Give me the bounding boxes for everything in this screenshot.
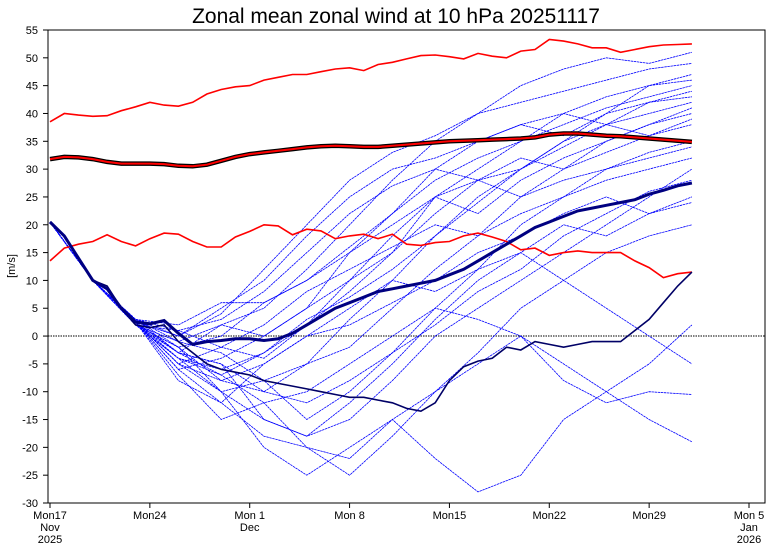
x-tick-label: Nov	[40, 522, 60, 534]
series-outline	[49, 131, 693, 169]
series-line	[49, 223, 692, 279]
ensemble-member-line	[49, 85, 693, 370]
ensemble-member-line	[49, 221, 692, 404]
x-tick-label: 2026	[737, 534, 761, 546]
y-axis: -30 -25 -20 -15 -10 -5 0 5 10 15 20 25 30 35 40 45 50 55	[22, 25, 48, 510]
ensemble-member-line	[49, 90, 693, 337]
y-tick-label: 35	[26, 136, 38, 148]
y-tick-label: -30	[22, 498, 38, 510]
x-tick-label: Mon22	[532, 510, 566, 522]
ensemble-member-line	[49, 202, 693, 437]
series-line	[49, 221, 693, 413]
ensemble-member-line	[49, 179, 693, 404]
x-tick-label: Mon17	[33, 510, 67, 522]
ensemble-member-line	[49, 221, 693, 382]
series-line	[48, 181, 693, 347]
plot-area	[48, 38, 765, 493]
ensemble-member-line	[49, 168, 693, 437]
x-tick-label: Mon 8	[334, 510, 365, 522]
y-tick-label: 0	[32, 331, 38, 343]
y-tick-label: 45	[26, 81, 38, 93]
ensemble-member-line	[49, 196, 693, 404]
x-tick-label: Mon 5	[734, 510, 765, 522]
x-tick-label: Mon24	[133, 510, 167, 522]
y-tick-label: 20	[26, 220, 38, 232]
ensemble-member-line	[49, 221, 693, 493]
ensemble-member-line	[49, 79, 692, 343]
y-tick-label: -20	[22, 442, 38, 454]
y-tick-label: 50	[26, 53, 38, 65]
ensemble-member-line	[49, 107, 693, 359]
y-tick-label: 25	[26, 192, 38, 204]
y-tick-label: 5	[32, 303, 38, 315]
y-tick-label: -5	[28, 359, 38, 371]
ensemble-member-line	[49, 51, 693, 354]
y-tick-label: 30	[26, 164, 38, 176]
ensemble-member-line	[49, 63, 692, 337]
x-tick-label: Dec	[240, 522, 260, 534]
y-axis-label: [m/s]	[6, 254, 18, 278]
y-tick-label: 15	[26, 248, 38, 260]
y-tick-label: -25	[22, 470, 38, 482]
y-tick-label: 55	[26, 25, 38, 37]
x-tick-label: 2025	[38, 534, 62, 546]
y-tick-label: -15	[22, 415, 38, 427]
plot-frame	[47, 29, 766, 504]
series-line	[49, 132, 692, 168]
x-tick-label: Mon29	[632, 510, 666, 522]
ensemble-member-line	[49, 157, 693, 421]
x-tick-label: Mon 1	[234, 510, 265, 522]
y-tick-label: 10	[26, 275, 38, 287]
ensemble-member-line	[49, 74, 693, 326]
ensemble-member-line	[49, 221, 693, 476]
x-tick-label: Jan	[740, 522, 758, 534]
chart-title: Zonal mean zonal wind at 10 hPa 20251117	[192, 5, 600, 28]
series-line	[49, 38, 692, 123]
y-tick-label: -10	[22, 387, 38, 399]
ensemble-member-line	[49, 96, 692, 348]
x-tick-label: Mon15	[433, 510, 467, 522]
ensemble-member-line	[49, 221, 693, 459]
y-tick-label: 40	[26, 108, 38, 120]
ensemble-member-line	[49, 140, 693, 382]
